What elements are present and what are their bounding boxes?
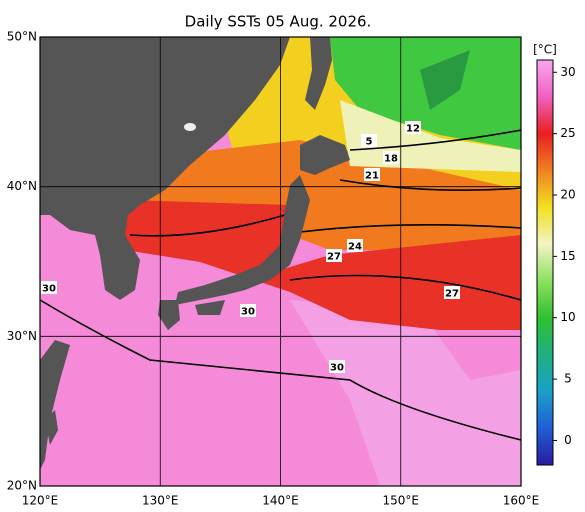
contour-label-box <box>383 151 399 164</box>
contour-label-box <box>240 304 256 317</box>
land <box>40 37 350 470</box>
y-tick-label: 20°N <box>7 479 37 493</box>
y-tick-label: 30°N <box>7 329 37 343</box>
colorbar-tick-label: 25 <box>560 126 575 140</box>
x-tick-label: 140°E <box>262 494 299 508</box>
contour-label-box <box>347 239 363 252</box>
x-tick-label: 150°E <box>383 494 420 508</box>
colorbar-unit: [°C] <box>533 43 557 57</box>
colorbar-tick-label: 30 <box>560 65 575 79</box>
contour-label-box <box>41 281 57 294</box>
colorbar-tick-label: 0 <box>564 433 572 447</box>
contour-label-box <box>326 249 342 262</box>
ocean-pink <box>290 300 521 486</box>
ocean-red <box>125 200 521 330</box>
colorbar-tick-label: 5 <box>564 372 572 386</box>
contour-label: 12 <box>406 124 420 135</box>
x-tick-label: 130°E <box>142 494 179 508</box>
colorbar-tick-label: 10 <box>560 310 575 324</box>
y-tick-label: 50°N <box>7 30 37 44</box>
contour-label: 18 <box>384 154 398 165</box>
title: Daily SSTs 05 Aug. 2026. <box>185 13 372 31</box>
ocean-green <box>330 37 521 150</box>
contour-label: 27 <box>327 252 341 263</box>
contour-label: 21 <box>365 171 379 182</box>
contour-label-box <box>364 168 380 181</box>
ocean-cold <box>420 50 470 110</box>
x-tick-label: 120°E <box>22 494 59 508</box>
colorbar-tick-label: 15 <box>560 249 575 263</box>
contour-label-box <box>405 121 421 134</box>
contour-label: 24 <box>348 242 362 253</box>
ocean-orange <box>130 140 521 250</box>
contour-label: 5 <box>366 137 373 148</box>
contour-label-box <box>361 134 377 147</box>
colorbar-tick-label: 20 <box>560 188 575 202</box>
contour-label-box <box>444 286 460 299</box>
contour-label: 30 <box>42 284 56 295</box>
contour-label-box <box>329 360 345 373</box>
contour-lines <box>40 129 521 441</box>
x-tick-label: 160°E <box>503 494 540 508</box>
contour-label: 27 <box>445 289 459 300</box>
colorbar <box>536 59 554 466</box>
contour-label: 30 <box>330 363 344 374</box>
contour-label: 30 <box>241 307 255 318</box>
y-tick-label: 40°N <box>7 179 37 193</box>
